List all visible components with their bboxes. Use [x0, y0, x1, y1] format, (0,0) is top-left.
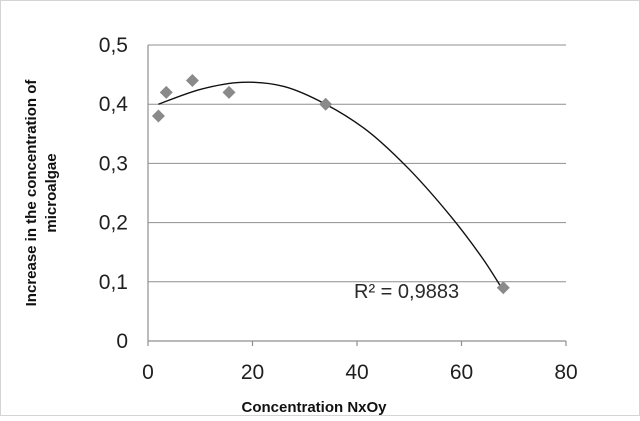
y-tick-label: 0,3 [99, 152, 128, 175]
data-point [185, 74, 199, 88]
x-tick-label: 40 [345, 361, 368, 384]
x-tick-label: 80 [554, 361, 577, 384]
y-tick-label: 0,4 [99, 93, 129, 116]
axis-layer [147, 45, 567, 346]
data-point [222, 85, 236, 99]
trendline-layer [158, 81, 504, 292]
x-tick-label: 20 [241, 361, 264, 384]
data-point [159, 85, 173, 99]
data-point [151, 109, 165, 123]
y-tick-label: 0,5 [99, 34, 128, 57]
data-points-layer [151, 74, 510, 295]
x-tick-label: 60 [450, 361, 473, 384]
y-tick-label: 0,2 [99, 212, 128, 235]
tick-labels-layer: 0 0,1 0,2 0,3 0,4 0,5 0 20 40 60 80 [99, 34, 578, 384]
r-squared-annotation: R² = 0,9883 [354, 281, 459, 303]
grid-layer [148, 44, 566, 283]
y-tick-label: 0 [116, 330, 128, 353]
y-tick-label: 0,1 [99, 271, 128, 294]
data-point [496, 281, 510, 295]
x-tick-label: 0 [142, 361, 154, 384]
y-axis-title: Increase in the concentration of microalg… [23, 79, 60, 307]
polynomial-trendline [158, 81, 504, 292]
x-axis-title: Concentration NxOy [241, 399, 387, 416]
data-point [319, 97, 333, 111]
